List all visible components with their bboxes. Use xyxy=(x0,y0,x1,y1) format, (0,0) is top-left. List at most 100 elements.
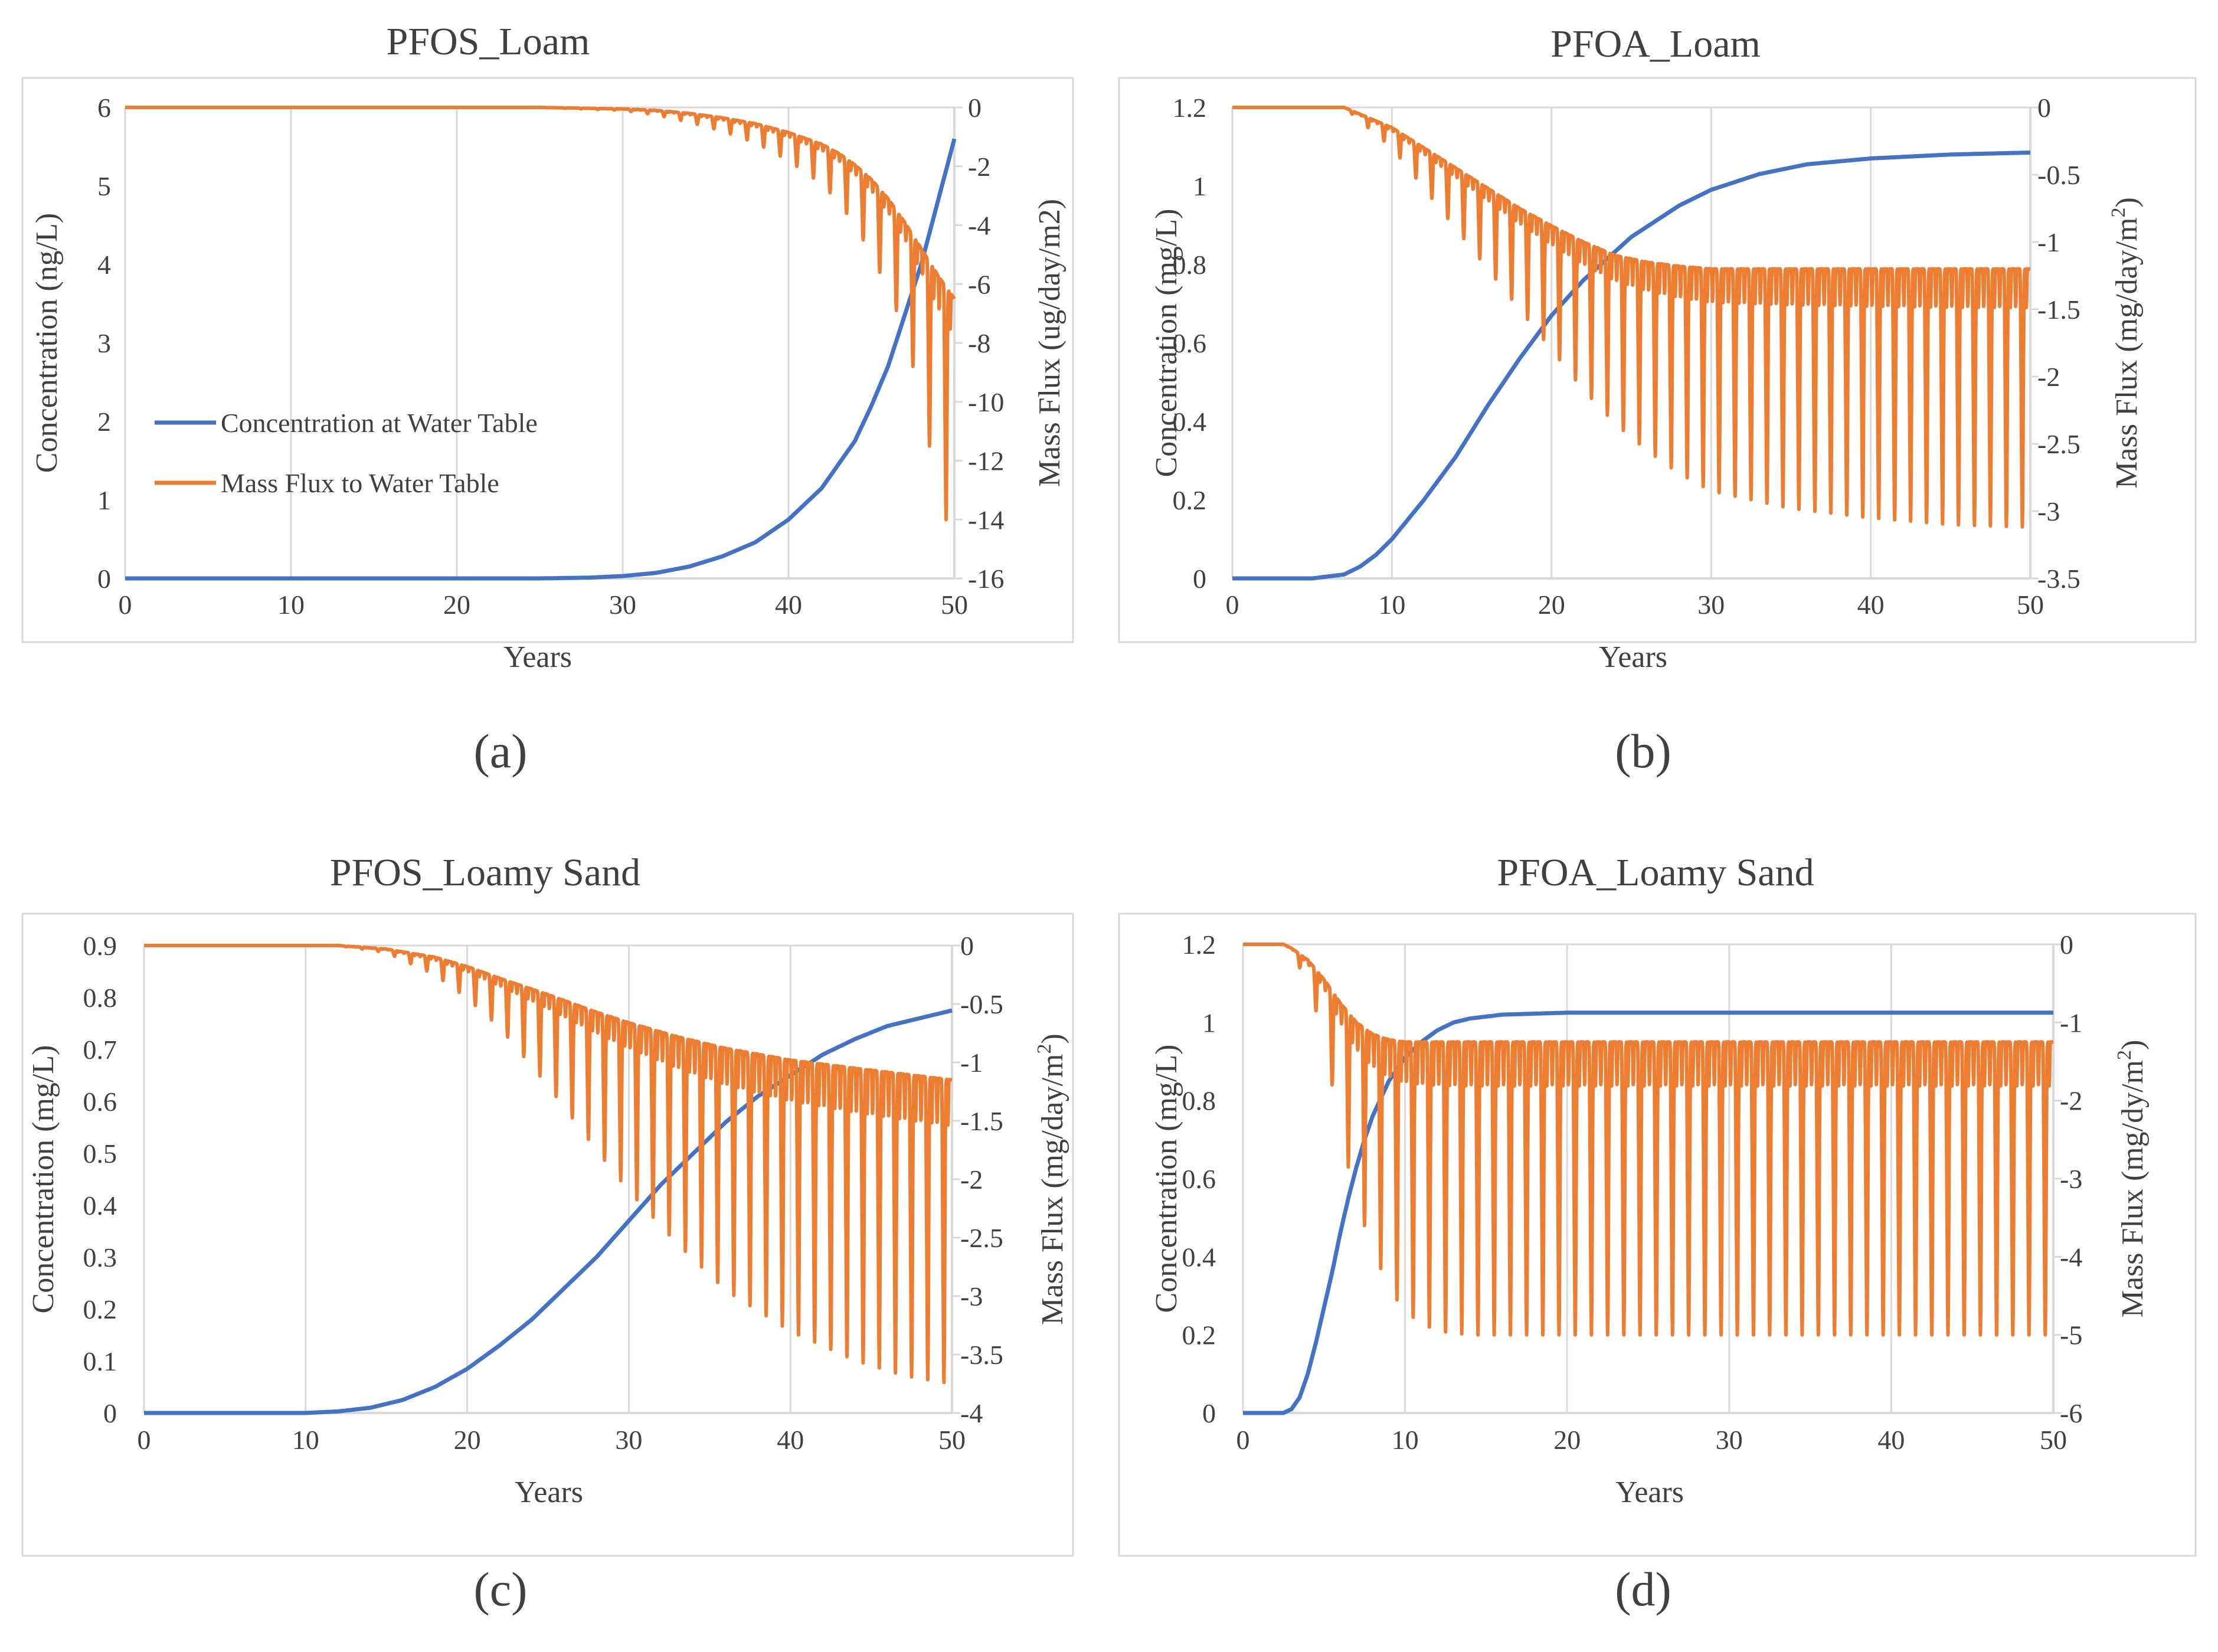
y-tick-label: 0 xyxy=(103,1398,117,1428)
y2-tick-label: -1 xyxy=(2060,1007,2082,1038)
x-tick-label: 10 xyxy=(1392,1425,1419,1455)
y2-tick-label: -12 xyxy=(968,446,1004,476)
x-tick-label: 50 xyxy=(938,1425,966,1455)
x-tick-label: 40 xyxy=(1857,590,1885,620)
y-tick-label: 0.1 xyxy=(83,1346,117,1376)
y2-tick-label: 0 xyxy=(960,931,974,961)
series-line-mass-flux xyxy=(1231,106,2032,529)
y2-axis-label-close: ) xyxy=(1036,1033,1069,1043)
chart-title: PFOA_Loam xyxy=(1550,22,1761,66)
y2-tick-label: -8 xyxy=(968,328,990,358)
y-tick-label: 3 xyxy=(97,328,111,358)
x-tick-label: 0 xyxy=(119,590,132,620)
y2-tick-label: -5 xyxy=(2060,1320,2082,1350)
y2-tick-label: -0.5 xyxy=(960,989,1003,1019)
x-tick-label: 50 xyxy=(2017,590,2044,620)
y2-tick-label: -1.5 xyxy=(2037,295,2080,325)
y2-axis-label-text: Mass Flux (mg/dy/m xyxy=(2116,1060,2150,1317)
x-tick-label: 30 xyxy=(1697,590,1725,620)
x-tick-label: 10 xyxy=(292,1425,319,1455)
y2-tick-label: -2 xyxy=(2037,362,2060,392)
chart-panel-a: PFOS_Loam 0 1 2 3 4 5 6 0 -2 -4 -6 -8 -10 -12 -14 -16 0 10… xyxy=(21,20,1074,778)
y-tick-label: 0.8 xyxy=(1173,250,1207,280)
y-axis-label: Concentration (mg/L) xyxy=(1150,209,1183,477)
y-tick-label: 0.9 xyxy=(83,931,117,961)
y-axis-label: Concentration (ng/L) xyxy=(30,213,64,473)
y2-axis-label-text: Mass Flux (ug/day/m2) xyxy=(1033,199,1067,487)
x-tick-label: 0 xyxy=(1236,1425,1250,1455)
x-axis-label: Years xyxy=(515,1476,583,1509)
y-tick-label: 0.4 xyxy=(1182,1242,1216,1272)
series-line-concentration xyxy=(143,1008,953,1415)
y-tick-label: 0.6 xyxy=(1182,1164,1216,1194)
chart-panel-b: PFOA_Loam 0 0.2 0.4 0.6 0.8 1 1.2 0 -0.5 -1 -1.5 -2 -… xyxy=(1118,22,2197,778)
x-tick-label: 40 xyxy=(1877,1425,1905,1455)
y-tick-label: 0 xyxy=(1202,1398,1216,1428)
y2-tick-label: -2 xyxy=(968,152,990,182)
y2-tick-label: -0.5 xyxy=(2037,160,2080,190)
x-axis-label: Years xyxy=(503,640,572,674)
y-tick-label: 1 xyxy=(97,485,111,515)
y-tick-label: 0.2 xyxy=(83,1294,117,1324)
y-tick-label: 0.5 xyxy=(83,1139,117,1169)
x-tick-label: 20 xyxy=(1538,590,1565,620)
panel-caption: (d) xyxy=(1615,1562,1671,1616)
y-tick-label: 0.7 xyxy=(83,1035,117,1065)
y2-tick-label: -16 xyxy=(968,564,1004,594)
y-tick-label: 2 xyxy=(97,407,111,437)
y2-axis-label: Mass Flux (mg/day/m2) xyxy=(2108,197,2144,489)
panel-caption: (c) xyxy=(473,1562,527,1616)
y-tick-label: 0.4 xyxy=(83,1190,117,1221)
x-axis-label: Years xyxy=(1615,1476,1684,1509)
y2-tick-label: 0 xyxy=(2037,93,2051,123)
y2-tick-label: -2 xyxy=(2060,1086,2082,1116)
x-tick-label: 20 xyxy=(454,1425,481,1455)
series-line-concentration xyxy=(1232,151,2031,581)
y2-axis-label-superscript: 2 xyxy=(2108,207,2129,217)
y2-axis-label-text: Mass Flux (mg/day/m xyxy=(2110,217,2144,488)
x-tick-label: 30 xyxy=(1716,1425,1743,1455)
y-tick-label: 1 xyxy=(1202,1007,1216,1038)
chart-panel-d: PFOA_Loamy Sand 0 0.2 0.4 0.6 0.8 1 1.2 0 -1 -2 -3 -… xyxy=(1118,851,2197,1616)
chart-border xyxy=(21,77,1074,643)
panel-caption: (a) xyxy=(473,724,527,778)
y-tick-label: 0.2 xyxy=(1173,485,1207,515)
y-tick-label: 4 xyxy=(97,250,111,280)
legend: Concentration at Water Table Mass Flux to… xyxy=(155,408,538,498)
y-tick-label: 0.4 xyxy=(1173,407,1207,437)
y2-tick-label: -2.5 xyxy=(960,1223,1003,1253)
y2-tick-label: -1 xyxy=(2037,227,2060,257)
y2-tick-label: 0 xyxy=(968,93,982,123)
y2-tick-label: -1 xyxy=(960,1048,983,1078)
y-tick-label: 1.2 xyxy=(1173,93,1207,123)
x-tick-label: 30 xyxy=(615,1425,642,1455)
y-tick-label: 0.8 xyxy=(1182,1086,1216,1116)
y-tick-label: 6 xyxy=(97,93,111,123)
y-tick-label: 0.3 xyxy=(83,1242,117,1272)
y-tick-label: 0 xyxy=(1193,564,1206,594)
y2-axis-label: Mass Flux (mg/dy/m2) xyxy=(2114,1040,2150,1318)
y2-axis-label-superscript: 2 xyxy=(1033,1043,1055,1054)
y2-tick-label: -3.5 xyxy=(2037,564,2080,594)
x-tick-label: 40 xyxy=(775,590,802,620)
y2-tick-label: -3 xyxy=(960,1281,983,1311)
y2-tick-label: 0 xyxy=(2060,930,2073,960)
chart-title: PFOS_Loam xyxy=(387,20,590,63)
y2-axis-label-text: Mass Flux (mg/day/m xyxy=(1036,1054,1069,1324)
chart-border xyxy=(21,912,1074,1557)
y-tick-label: 1 xyxy=(1193,171,1206,201)
y2-tick-label: -14 xyxy=(968,505,1004,535)
legend-label-concentration: Concentration at Water Table xyxy=(221,408,538,438)
series-line-mass-flux xyxy=(142,944,954,1385)
x-tick-label: 50 xyxy=(941,590,968,620)
y2-tick-label: -3 xyxy=(2060,1164,2082,1194)
legend-label-mass-flux: Mass Flux to Water Table xyxy=(221,468,499,498)
y2-axis-label-superscript: 2 xyxy=(2114,1050,2135,1060)
y-tick-label: 0.2 xyxy=(1182,1320,1216,1350)
chart-title: PFOS_Loamy Sand xyxy=(330,851,640,894)
y2-tick-label: -6 xyxy=(2060,1398,2082,1428)
y2-axis-label-close: ) xyxy=(2110,197,2144,207)
y-tick-label: 5 xyxy=(97,171,111,201)
y2-tick-label: -4 xyxy=(960,1398,983,1428)
